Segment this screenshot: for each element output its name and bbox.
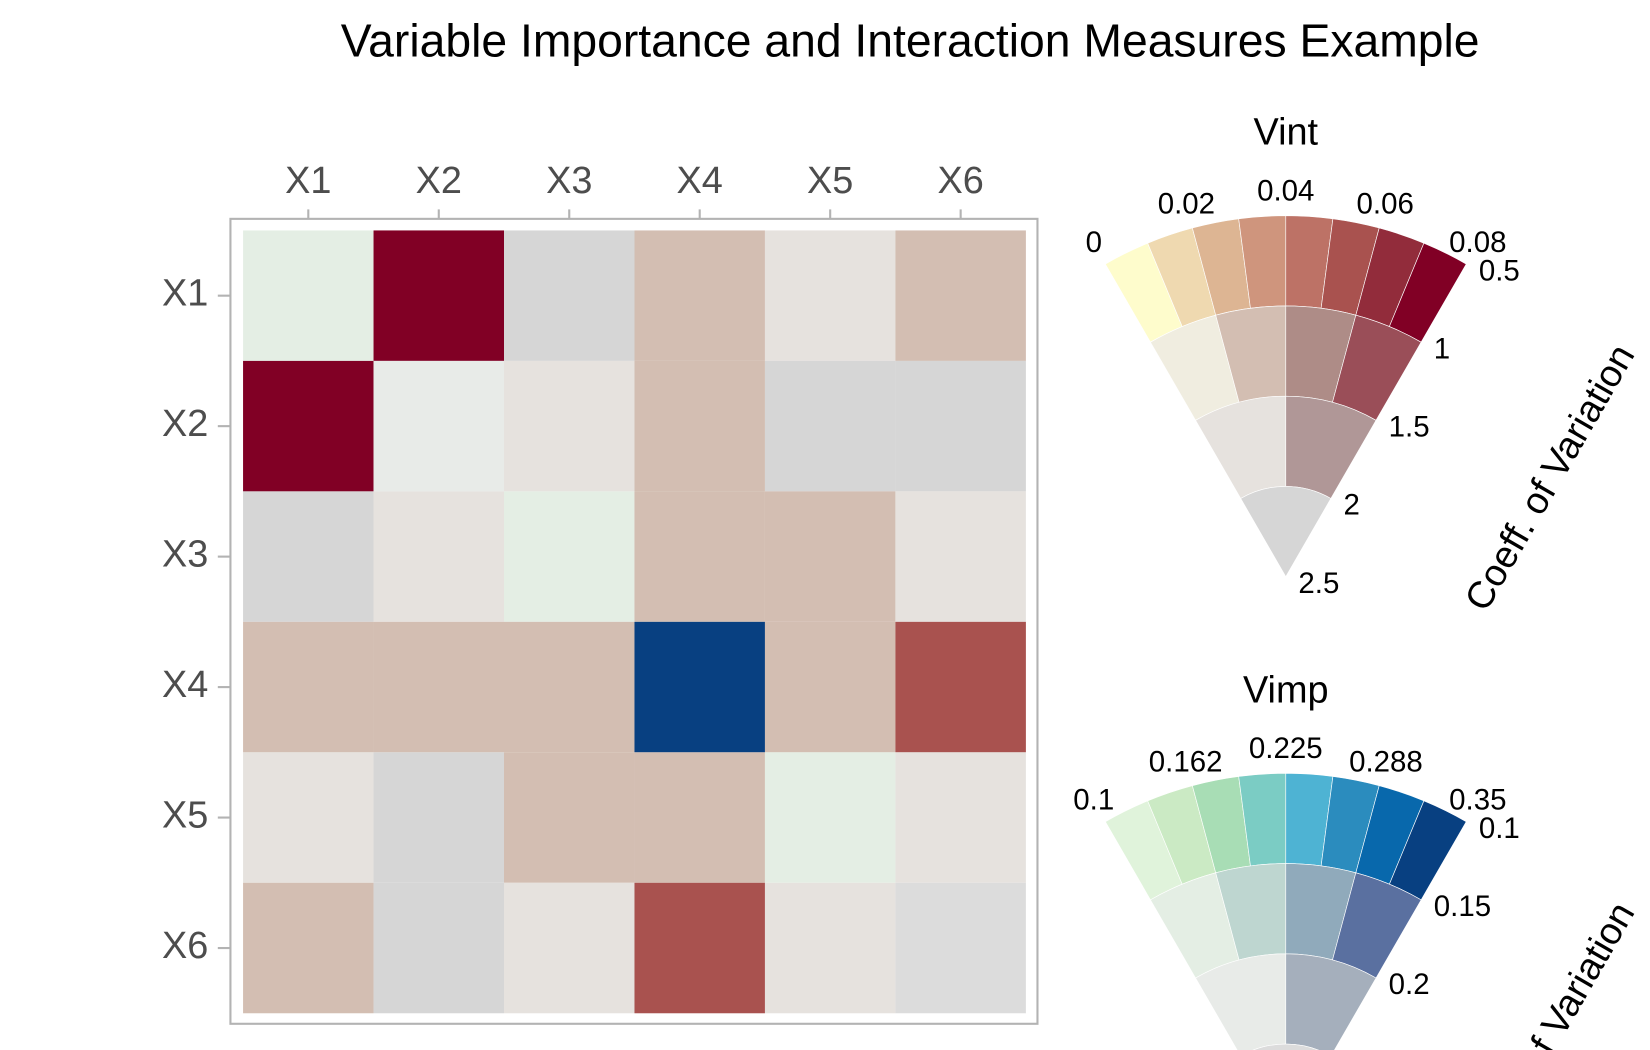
heatmap-cell (895, 491, 1026, 622)
heatmap-cell (373, 360, 505, 492)
heatmap-cell (895, 360, 1026, 492)
heatmap-cell (243, 491, 374, 622)
heatmap-cell (243, 360, 374, 492)
legend-title: Vimp (1243, 669, 1329, 711)
legend-x-tick-label: 0.225 (1249, 732, 1323, 765)
heatmap-cell (634, 621, 765, 753)
heatmap-cell (243, 882, 374, 1014)
legend-swatch (1240, 486, 1332, 578)
legend-x-tick-label: 0.02 (1158, 187, 1215, 220)
heatmap-cell (504, 230, 635, 361)
legend-swatch (1252, 1043, 1319, 1050)
legend-y-tick-label: 0.15 (1434, 890, 1491, 923)
legend-x-tick-label: 0.162 (1149, 745, 1223, 778)
legend-x-tick-label: 0.35 (1449, 783, 1506, 816)
heatmap-cell (895, 621, 1026, 753)
heatmap-cell (634, 752, 765, 883)
heatmap-cell (373, 752, 505, 883)
heatmap-cell (373, 621, 505, 753)
heatmap-cell (634, 882, 765, 1014)
heatmap-cell (504, 621, 635, 753)
heatmap-cell (243, 230, 374, 361)
y-tick-label: X1 (162, 273, 208, 315)
heatmap-cell (373, 882, 505, 1014)
heatmap-cell (764, 882, 896, 1014)
x-tick-label: X1 (285, 160, 331, 202)
heatmap-cell (895, 230, 1026, 361)
legend-y-tick-label: 0.2 (1389, 968, 1430, 1001)
heatmap-cell (504, 882, 635, 1014)
heatmap-cell (764, 621, 896, 753)
legend-y-tick-label: 1 (1434, 332, 1450, 365)
legend-x-tick-label: 0.08 (1449, 226, 1506, 259)
legend-title: Vint (1254, 112, 1319, 154)
legend-y-label: Coeff. of Variation (1457, 338, 1643, 618)
y-tick-label: X5 (162, 795, 208, 837)
y-tick-label: X2 (162, 403, 208, 445)
x-tick-label: X5 (807, 160, 853, 202)
heatmap-cell (373, 230, 505, 361)
x-tick-label: X4 (677, 160, 723, 202)
legend-y-tick-label: 1.5 (1389, 411, 1430, 444)
legend-y-tick-label: 2.5 (1298, 567, 1339, 600)
x-tick-label: X6 (938, 160, 984, 202)
heatmap-cell (764, 230, 896, 361)
legend-x-tick-label: 0.288 (1349, 745, 1423, 778)
x-tick-label: X3 (546, 160, 592, 202)
heatmap-cell (634, 230, 765, 361)
heatmap-cell (634, 491, 765, 622)
heatmap-cell (243, 621, 374, 753)
heatmap-cell (634, 360, 765, 492)
chart-title: Variable Importance and Interaction Meas… (341, 14, 1480, 66)
legend-y-tick-label: 0.5 (1479, 254, 1520, 287)
heatmap-cell (764, 491, 896, 622)
y-tick-label: X6 (162, 925, 208, 967)
heatmap-cell (764, 752, 896, 883)
legend-y-tick-label: 0.1 (1479, 812, 1520, 845)
heatmap-cell (504, 752, 635, 883)
heatmap-cell (504, 491, 635, 622)
heatmap-cell (895, 882, 1026, 1014)
heatmap-cell (895, 752, 1026, 883)
legend-x-tick-label: 0.06 (1357, 187, 1414, 220)
x-tick-label: X2 (416, 160, 462, 202)
heatmap-cell (764, 360, 896, 492)
chart-body: Variable Importance and Interaction Meas… (162, 14, 1643, 1050)
legend-x-tick-label: 0.1 (1073, 783, 1114, 816)
legend-x-tick-label: 0 (1086, 226, 1102, 259)
y-tick-label: X3 (162, 534, 208, 576)
plot-frame (229, 217, 1039, 1025)
heatmap-cell (243, 752, 374, 883)
y-tick-label: X4 (162, 664, 208, 706)
heatmap-cell (373, 491, 505, 622)
legend-y-tick-label: 2 (1344, 489, 1360, 522)
heatmap-cell (504, 360, 635, 492)
legend-x-tick-label: 0.04 (1257, 174, 1314, 207)
